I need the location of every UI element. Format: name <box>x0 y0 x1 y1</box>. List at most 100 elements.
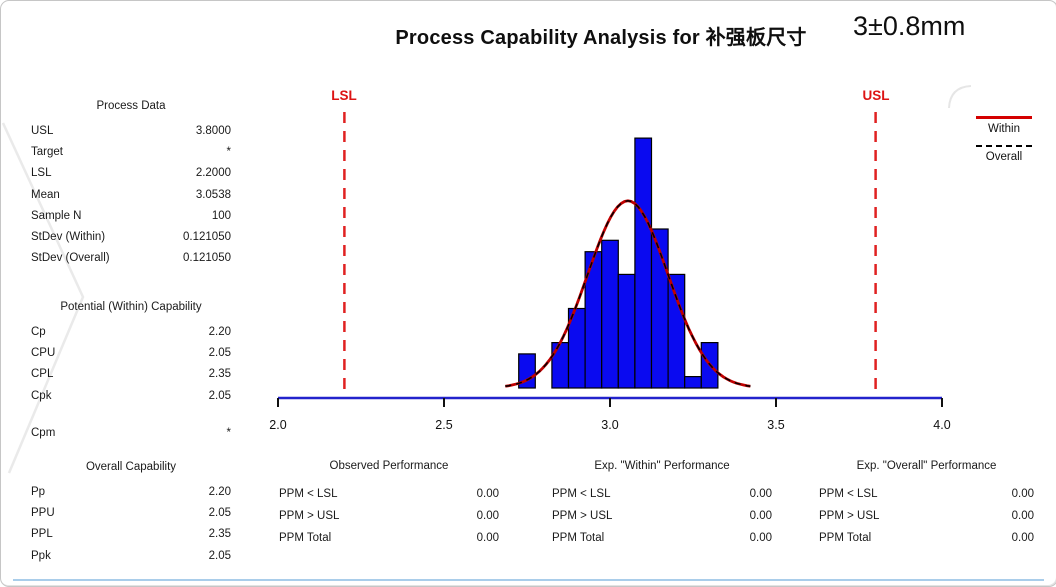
legend-label-within: Within <box>988 123 1020 135</box>
stat-row: PPM > USL 0.00 <box>819 505 1034 527</box>
panel-header: Observed Performance <box>329 460 449 472</box>
panel-header: Exp. "Overall" Performance <box>856 460 997 472</box>
stat-label: Target <box>31 145 63 158</box>
stat-value: 100 <box>211 209 231 222</box>
stat-value: * <box>226 426 231 439</box>
spec-annotation: 3±0.8mm <box>853 11 966 41</box>
stat-row: PPM < LSL 0.00 <box>819 483 1034 505</box>
panel-header: Exp. "Within" Performance <box>594 460 730 472</box>
observed-performance-panel: Observed Performance PPM < LSL 0.00 PPM > … <box>279 460 499 549</box>
stat-value: 2.05 <box>208 389 231 402</box>
stat-row: PPU 2.05 <box>31 502 231 523</box>
stat-label: Mean <box>31 188 60 201</box>
stat-row: PPM < LSL 0.00 <box>279 483 499 505</box>
stat-label: PPM < LSL <box>819 488 878 500</box>
stat-value: 0.00 <box>1011 532 1034 544</box>
histogram-bar <box>584 251 603 389</box>
stat-label: Pp <box>31 485 46 498</box>
stat-label: CPU <box>31 346 56 359</box>
stat-label: Cpk <box>31 389 52 402</box>
stat-value: 0.00 <box>749 510 772 522</box>
histogram-bar <box>667 273 686 389</box>
histogram-bar <box>518 353 536 389</box>
stat-value: 0.00 <box>749 532 772 544</box>
histogram-bar <box>634 137 653 389</box>
stat-row: PPL 2.35 <box>31 524 231 545</box>
overall-capability-rows: Pp 2.20 PPU 2.05 PPL 2.35 Ppk 2.05 <box>31 481 231 566</box>
stat-row: CPU 2.05 <box>31 342 231 363</box>
stat-label: USL <box>31 124 54 137</box>
histogram-bar <box>684 376 702 389</box>
overall-capability-panel: Overall Capability Pp 2.20 PPU 2.05 PPL 2.35 P… <box>31 461 231 566</box>
panel-header: Overall Capability <box>85 461 177 473</box>
histogram-bar <box>567 307 586 389</box>
stat-row: Cpm * <box>31 422 231 443</box>
stat-value: 0.00 <box>749 488 772 500</box>
decor-arc <box>948 85 972 109</box>
x-tick-label: 3.5 <box>767 418 784 432</box>
x-tick-label: 2.0 <box>269 418 286 432</box>
stat-label: PPM Total <box>552 532 605 544</box>
stat-label: PPM Total <box>819 532 872 544</box>
stat-row: Mean 3.0538 <box>31 184 231 205</box>
stat-value: 2.05 <box>208 346 231 359</box>
stat-label: PPM > USL <box>552 510 613 522</box>
usl-label: USL <box>862 88 890 103</box>
stat-label: Ppk <box>31 549 51 562</box>
stat-value: 0.121050 <box>183 231 231 244</box>
stat-row: StDev (Overall) 0.121050 <box>31 248 231 269</box>
stat-label: StDev (Within) <box>31 231 106 244</box>
stat-label: PPM < LSL <box>552 488 611 500</box>
stat-value: 2.35 <box>208 368 231 381</box>
stat-value: 2.05 <box>208 549 231 562</box>
stat-label: CPL <box>31 368 54 381</box>
stat-label: Sample N <box>31 209 82 222</box>
legend-label-overall: Overall <box>985 151 1023 163</box>
stat-row: PPM > USL 0.00 <box>279 505 499 527</box>
exp-within-performance-rows: PPM < LSL 0.00 PPM > USL 0.00 PPM Total 0.00 <box>552 483 772 549</box>
stat-label: Cpm <box>31 426 56 439</box>
x-tick-label: 2.5 <box>435 418 452 432</box>
stat-row: Cp 2.20 <box>31 321 231 342</box>
within-capability-panel: Potential (Within) Capability Cp 2.20 CPU 2… <box>31 301 231 443</box>
stat-row: Ppk 2.05 <box>31 545 231 566</box>
x-tick-label: 4.0 <box>933 418 950 432</box>
stat-label: PPM Total <box>279 532 332 544</box>
stat-value: * <box>226 145 231 158</box>
stat-row: USL 3.8000 <box>31 120 231 141</box>
within-curve <box>505 199 751 388</box>
stat-value: 0.00 <box>1011 510 1034 522</box>
stat-label: PPL <box>31 528 53 541</box>
panel-header: Potential (Within) Capability <box>60 301 202 313</box>
stat-label: PPM > USL <box>279 510 340 522</box>
stat-value: 0.00 <box>476 532 499 544</box>
stat-value: 0.00 <box>476 488 499 500</box>
stat-row: PPM Total 0.00 <box>279 527 499 549</box>
histogram-bar <box>617 273 636 389</box>
stat-row: LSL 2.2000 <box>31 163 231 184</box>
stat-label: LSL <box>31 167 52 180</box>
stat-row: Sample N 100 <box>31 205 231 226</box>
x-tick-label: 3.0 <box>601 418 618 432</box>
stat-value: 3.0538 <box>195 188 231 201</box>
stat-row: PPM Total 0.00 <box>819 527 1034 549</box>
bottom-accent-line <box>13 579 1044 581</box>
stat-row: CPL 2.35 <box>31 364 231 385</box>
stat-row: PPM > USL 0.00 <box>552 505 772 527</box>
exp-overall-performance-panel: Exp. "Overall" Performance PPM < LSL 0.00… <box>819 460 1034 549</box>
exp-within-performance-panel: Exp. "Within" Performance PPM < LSL 0.00 P… <box>552 460 772 549</box>
legend-item-within: Within <box>973 116 1035 135</box>
stat-label: StDev (Overall) <box>31 252 110 265</box>
stat-row: Target * <box>31 141 231 162</box>
stat-row: Pp 2.20 <box>31 481 231 502</box>
stat-row: PPM < LSL 0.00 <box>552 483 772 505</box>
lsl-label: LSL <box>331 88 357 103</box>
exp-overall-performance-rows: PPM < LSL 0.00 PPM > USL 0.00 PPM Total 0.00 <box>819 483 1034 549</box>
stat-value: 0.00 <box>476 510 499 522</box>
histogram-bar <box>551 342 570 389</box>
stat-label: PPM < LSL <box>279 488 338 500</box>
process-data-panel: Process Data USL 3.8000 Target * LSL 2.2000 Me… <box>31 100 231 269</box>
stat-row: StDev (Within) 0.121050 <box>31 226 231 247</box>
within-capability-rows: Cp 2.20 CPU 2.05 CPL 2.35 Cpk 2.05 Cpm * <box>31 321 231 443</box>
